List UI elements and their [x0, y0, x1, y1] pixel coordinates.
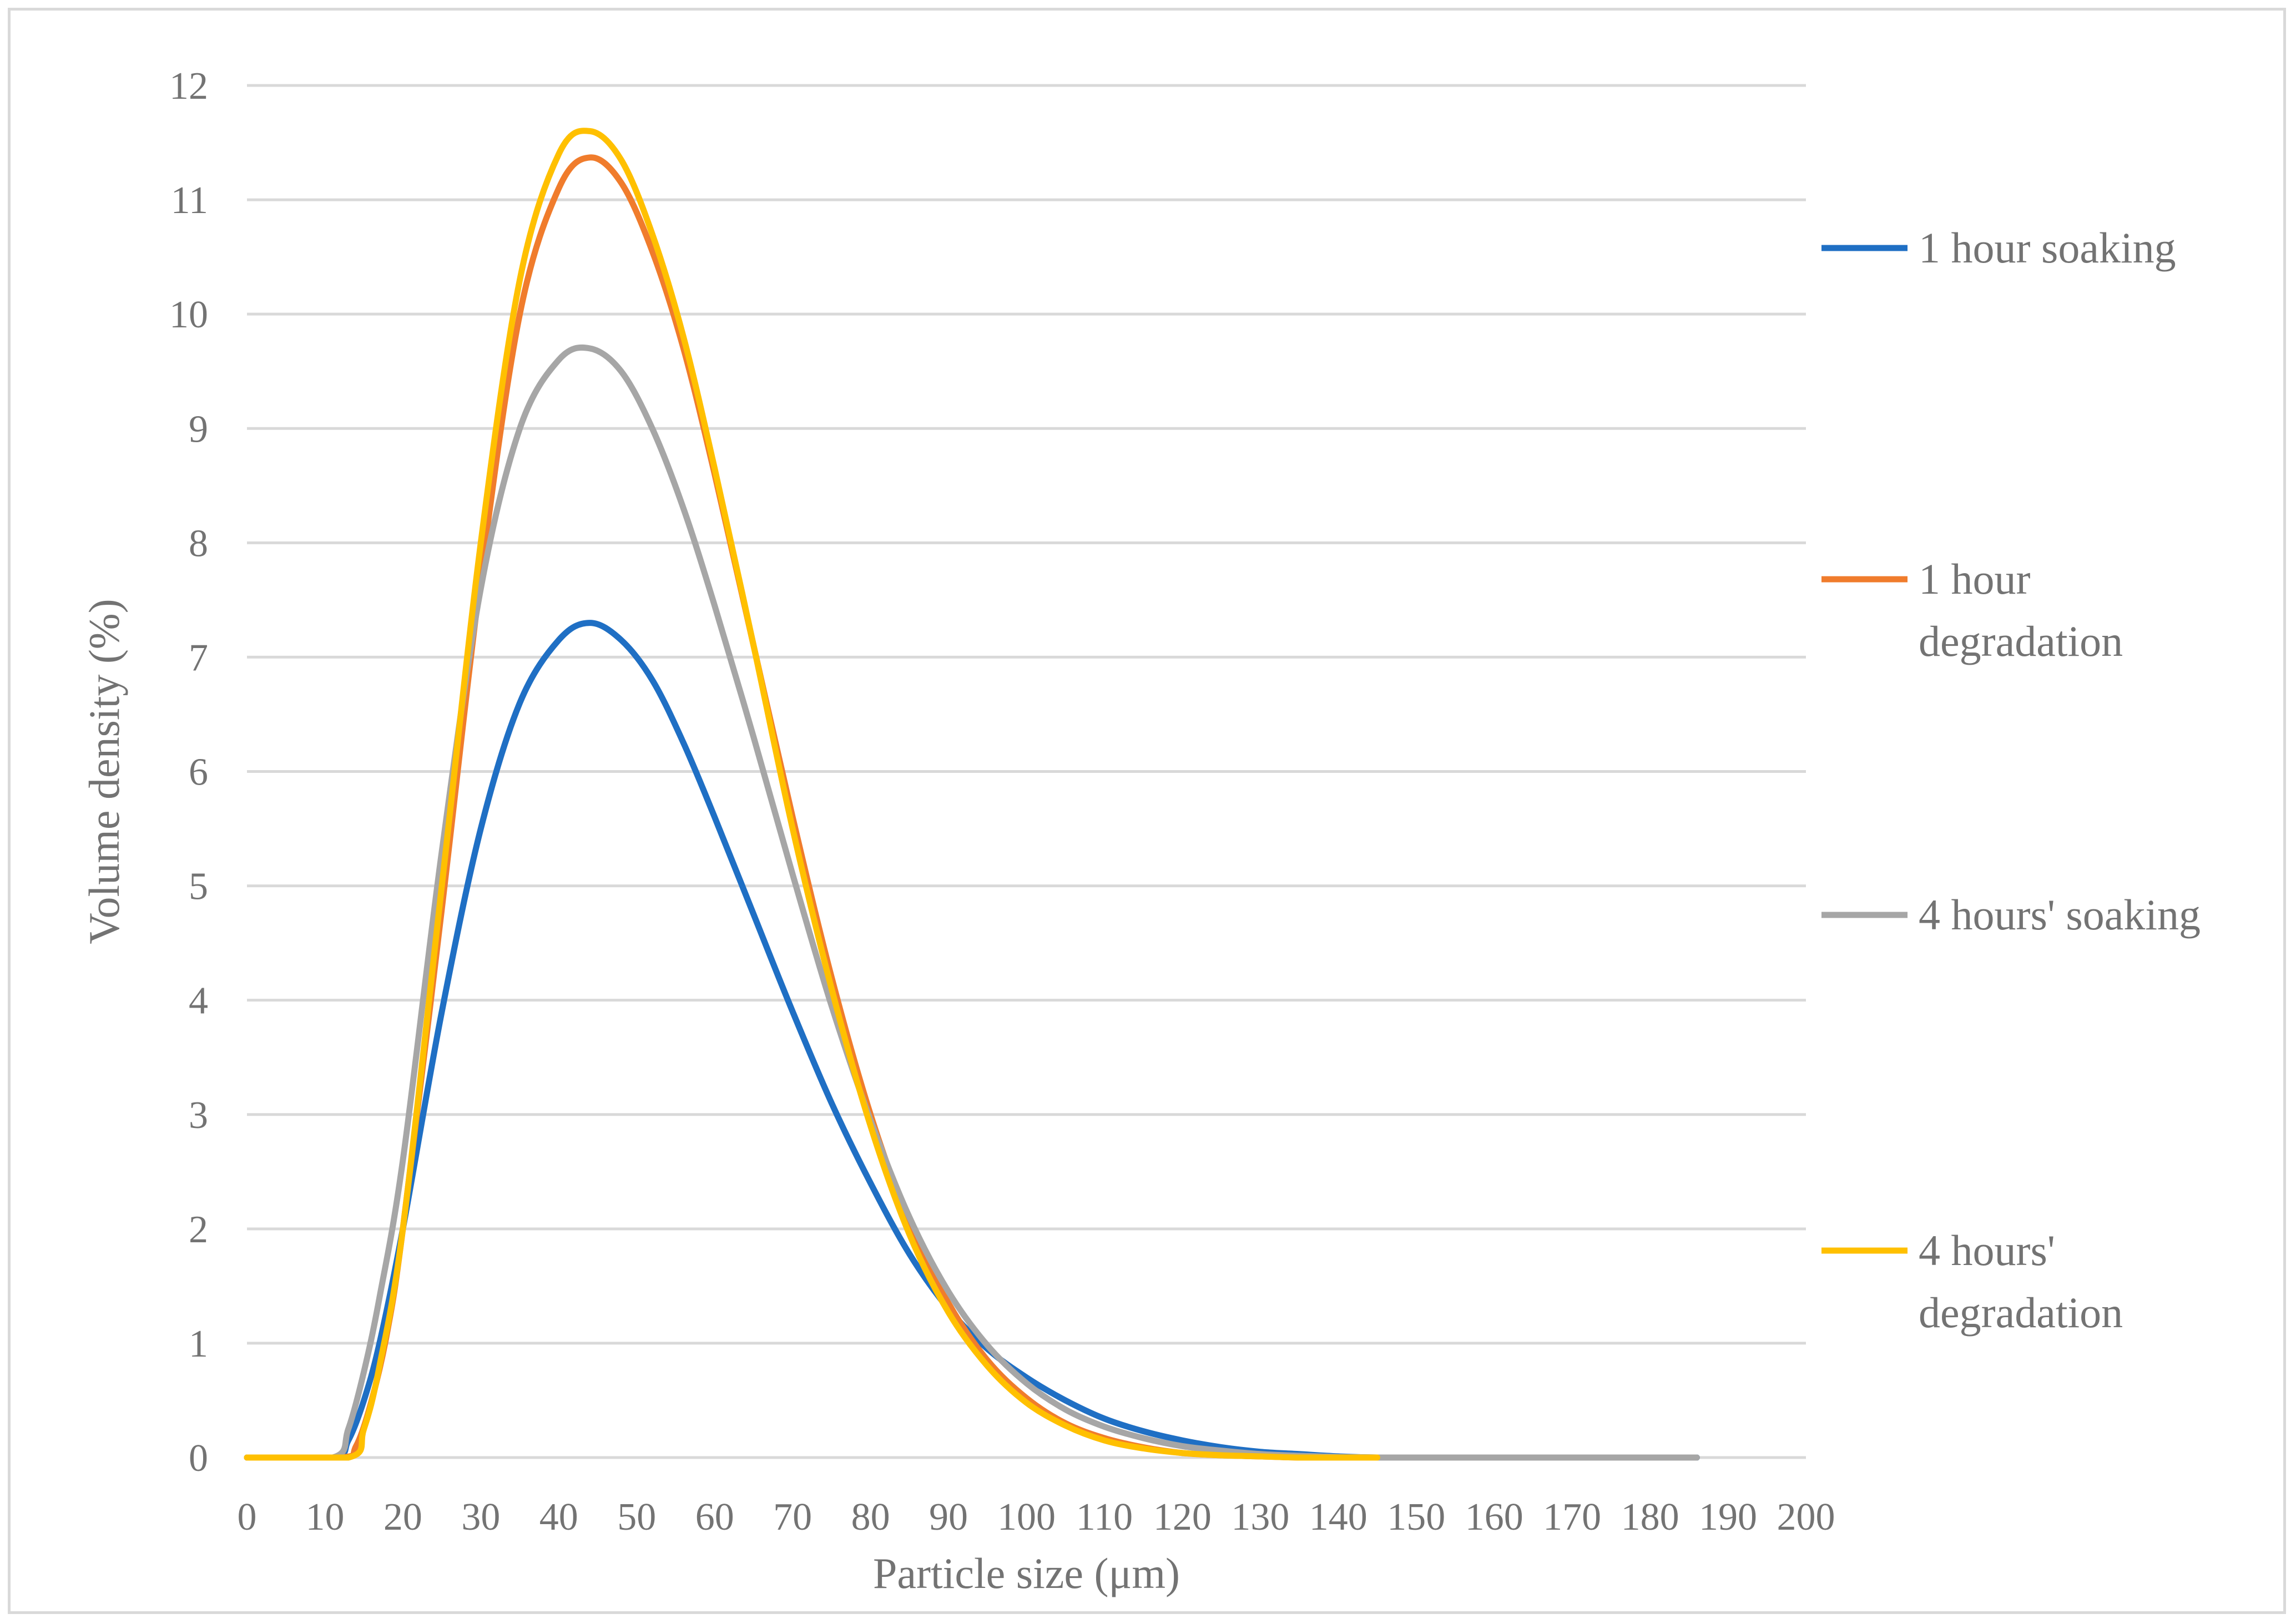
- series-line-1-hour-soaking: [244, 620, 1700, 1461]
- x-tick-label: 10: [305, 1496, 344, 1539]
- x-tick-label: 60: [695, 1496, 734, 1539]
- y-tick-label: 12: [169, 65, 208, 108]
- gridlines: [247, 84, 1806, 1345]
- legend-entry-4-hours-soaking: 4 hours' soaking: [1821, 891, 2201, 939]
- x-tick-label: 30: [461, 1496, 500, 1539]
- x-tick-label: 100: [997, 1496, 1056, 1539]
- x-tick-label: 40: [539, 1496, 578, 1539]
- y-axis-title: Volume density (%): [80, 599, 128, 944]
- series-layer: [244, 128, 1700, 1461]
- x-tick-label: 190: [1699, 1496, 1757, 1539]
- y-tick-label: 5: [189, 866, 208, 908]
- x-tick-label: 130: [1231, 1496, 1289, 1539]
- legend-label: 4 hours' soaking: [1919, 891, 2201, 939]
- y-tick-label: 0: [189, 1437, 208, 1480]
- x-tick-label: 50: [617, 1496, 656, 1539]
- legend: 1 hour soaking 1 hour degradation 4 hours' …: [1821, 224, 2201, 1337]
- y-tick-label: 7: [189, 636, 208, 679]
- x-tick-label: 90: [929, 1496, 968, 1539]
- x-tick-label: 170: [1543, 1496, 1601, 1539]
- x-tick-label: 180: [1621, 1496, 1679, 1539]
- x-tick-label: 80: [851, 1496, 890, 1539]
- x-axis-title: Particle size (μm): [873, 1549, 1180, 1597]
- legend-label: 1 hour soaking: [1919, 224, 2176, 272]
- x-tick-label: 0: [238, 1496, 257, 1539]
- y-tick-label: 4: [189, 980, 208, 1023]
- x-tick-label: 120: [1153, 1496, 1212, 1539]
- legend-label: 1 hour degradation: [1919, 555, 2123, 665]
- legend-entry-1-hour-soaking: 1 hour soaking: [1821, 224, 2176, 272]
- y-tick-label: 10: [169, 294, 208, 336]
- x-tick-label: 200: [1777, 1496, 1835, 1539]
- y-tick-label: 1: [189, 1323, 208, 1365]
- y-tick-label: 9: [189, 408, 208, 451]
- x-tick-label: 150: [1387, 1496, 1445, 1539]
- chart-frame: 0 1 2 3 4 5 6 7 8 9 10 11 12 0 10 20 30 40 50 60 70 80 90 100 1…: [8, 8, 2286, 1614]
- x-tick-label: 70: [773, 1496, 812, 1539]
- x-axis-ticks: 0 10 20 30 40 50 60 70 80 90 100 110 120 130 140 150 160…: [238, 1496, 1835, 1539]
- series-line-1-hour-degradation: [244, 154, 1380, 1461]
- y-tick-label: 3: [189, 1094, 208, 1137]
- y-tick-label: 6: [189, 751, 208, 794]
- y-tick-label: 2: [189, 1208, 208, 1251]
- y-tick-label: 8: [189, 522, 208, 565]
- legend-entry-1-hour-degradation: 1 hour degradation: [1821, 555, 2123, 665]
- legend-label: 4 hours' degradation: [1919, 1226, 2123, 1337]
- x-tick-label: 140: [1309, 1496, 1367, 1539]
- y-tick-label: 11: [171, 179, 208, 222]
- series-line-4-hours-degradation: [244, 128, 1380, 1461]
- x-tick-label: 20: [383, 1496, 422, 1539]
- x-tick-label: 110: [1076, 1496, 1133, 1539]
- legend-entry-4-hours-degradation: 4 hours' degradation: [1821, 1226, 2123, 1337]
- x-tick-label: 160: [1465, 1496, 1523, 1539]
